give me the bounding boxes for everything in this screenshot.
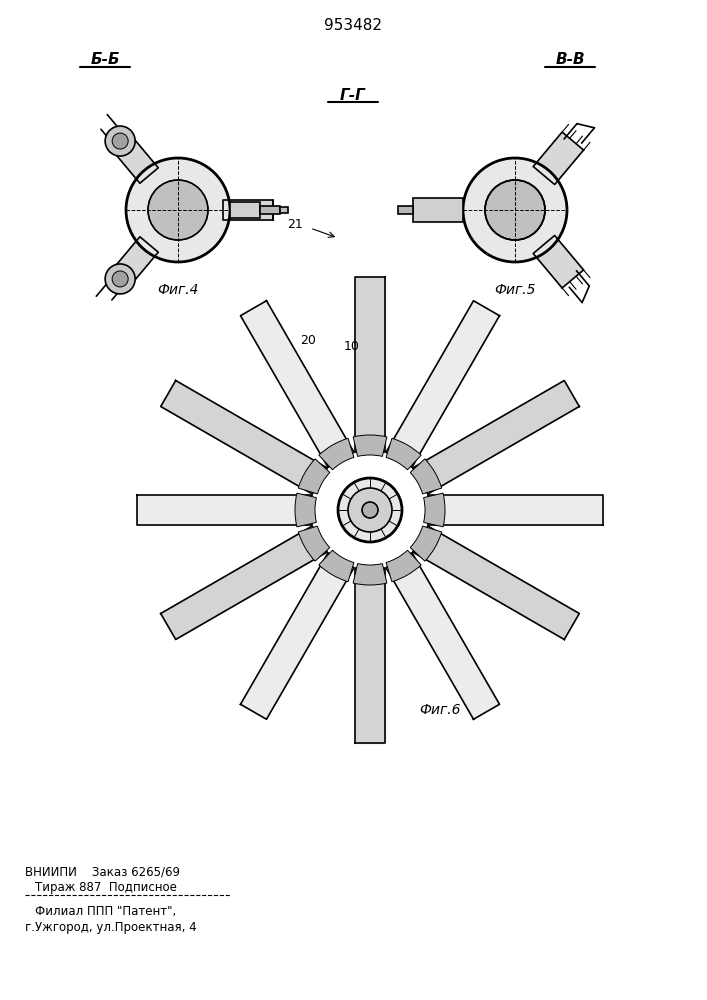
Wedge shape <box>319 550 354 582</box>
Text: В-В: В-В <box>555 52 585 68</box>
Polygon shape <box>355 277 385 452</box>
Polygon shape <box>413 526 579 639</box>
Text: ВНИИПИ    Заказ 6265/69: ВНИИПИ Заказ 6265/69 <box>25 865 180 879</box>
Circle shape <box>112 271 128 287</box>
Wedge shape <box>410 526 442 561</box>
Wedge shape <box>319 438 354 470</box>
Bar <box>398 206 413 214</box>
Text: Тираж 887  Подписное: Тираж 887 Подписное <box>35 880 177 894</box>
Polygon shape <box>240 553 354 719</box>
Wedge shape <box>295 493 317 527</box>
Wedge shape <box>410 459 442 494</box>
Polygon shape <box>160 526 327 639</box>
Text: Фиг.4: Фиг.4 <box>157 283 199 297</box>
Circle shape <box>485 180 545 240</box>
Wedge shape <box>298 459 329 494</box>
Bar <box>260 206 280 214</box>
Text: г.Ужгород, ул.Проектная, 4: г.Ужгород, ул.Проектная, 4 <box>25 922 197 934</box>
Circle shape <box>105 264 135 294</box>
Text: 10: 10 <box>344 340 360 353</box>
Bar <box>280 207 288 213</box>
Wedge shape <box>353 564 387 585</box>
Polygon shape <box>413 381 579 494</box>
Text: Фиг.6: Фиг.6 <box>419 703 461 717</box>
Polygon shape <box>111 133 158 183</box>
Polygon shape <box>533 132 583 185</box>
Circle shape <box>338 478 402 542</box>
Text: Б-Б: Б-Б <box>90 52 119 68</box>
Circle shape <box>348 488 392 532</box>
Circle shape <box>105 126 135 156</box>
Polygon shape <box>137 495 312 525</box>
Wedge shape <box>298 526 329 561</box>
Bar <box>413 198 463 222</box>
Text: 953482: 953482 <box>324 17 382 32</box>
Polygon shape <box>111 237 158 287</box>
Bar <box>230 202 260 218</box>
Text: 21: 21 <box>287 219 303 232</box>
Polygon shape <box>386 553 499 719</box>
Wedge shape <box>423 493 445 527</box>
Wedge shape <box>386 550 421 582</box>
Polygon shape <box>223 200 273 220</box>
Polygon shape <box>355 568 385 743</box>
Polygon shape <box>240 301 354 467</box>
Text: 20: 20 <box>300 334 316 347</box>
Text: Г-Г: Г-Г <box>340 88 366 103</box>
Polygon shape <box>428 495 603 525</box>
Polygon shape <box>386 301 499 467</box>
Wedge shape <box>386 438 421 470</box>
Polygon shape <box>533 235 583 288</box>
Circle shape <box>463 158 567 262</box>
Circle shape <box>126 158 230 262</box>
Circle shape <box>362 502 378 518</box>
Text: Филиал ППП "Патент",: Филиал ППП "Патент", <box>35 906 176 918</box>
Circle shape <box>148 180 208 240</box>
Text: Фиг.5: Фиг.5 <box>494 283 536 297</box>
Polygon shape <box>160 381 327 494</box>
Circle shape <box>112 133 128 149</box>
Wedge shape <box>353 435 387 456</box>
